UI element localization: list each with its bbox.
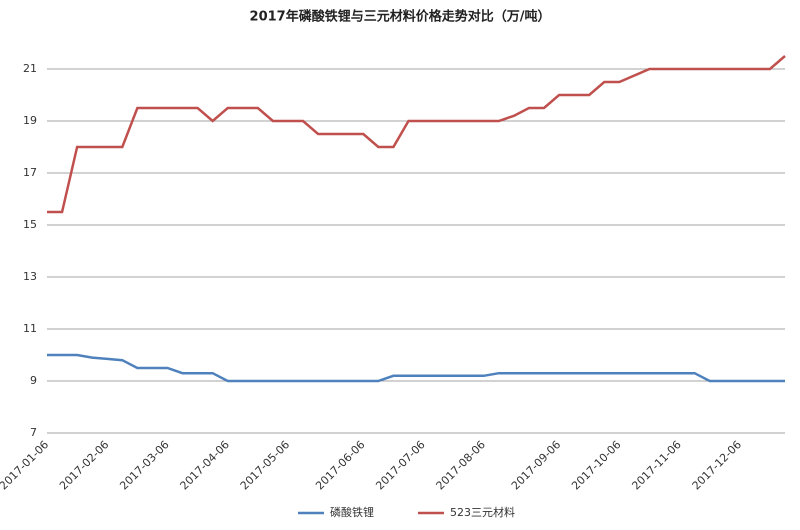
x-tick-label: 2017-10-06 (569, 438, 623, 492)
x-tick-label: 2017-07-06 (373, 438, 427, 492)
x-tick-label: 2017-05-06 (238, 438, 292, 492)
y-tick-label: 17 (23, 166, 37, 179)
y-tick-label: 19 (23, 114, 37, 127)
y-tick-label: 11 (23, 322, 37, 335)
legend-label: 磷酸铁锂 (330, 505, 374, 519)
x-tick-label: 2017-02-06 (57, 438, 111, 492)
x-tick-label: 2017-12-06 (690, 438, 744, 492)
x-tick-label: 2017-01-06 (0, 438, 51, 492)
series-line (47, 353, 785, 383)
y-tick-label: 21 (23, 62, 37, 75)
series-line (47, 55, 786, 214)
x-tick-label: 2017-11-06 (629, 438, 683, 492)
x-tick-label: 2017-09-06 (509, 438, 563, 492)
y-tick-label: 15 (23, 218, 37, 231)
legend-label: 523三元材料 (450, 505, 515, 519)
x-tick-label: 2017-03-06 (117, 438, 171, 492)
y-tick-label: 13 (23, 270, 37, 283)
chart-title: 2017年磷酸铁锂与三元材料价格走势对比（万/吨） (250, 9, 551, 25)
x-tick-label: 2017-04-06 (178, 438, 232, 492)
y-tick-label: 9 (30, 374, 37, 387)
y-tick-label: 7 (30, 426, 37, 439)
x-tick-label: 2017-06-06 (313, 438, 367, 492)
x-tick-label: 2017-08-06 (434, 438, 488, 492)
